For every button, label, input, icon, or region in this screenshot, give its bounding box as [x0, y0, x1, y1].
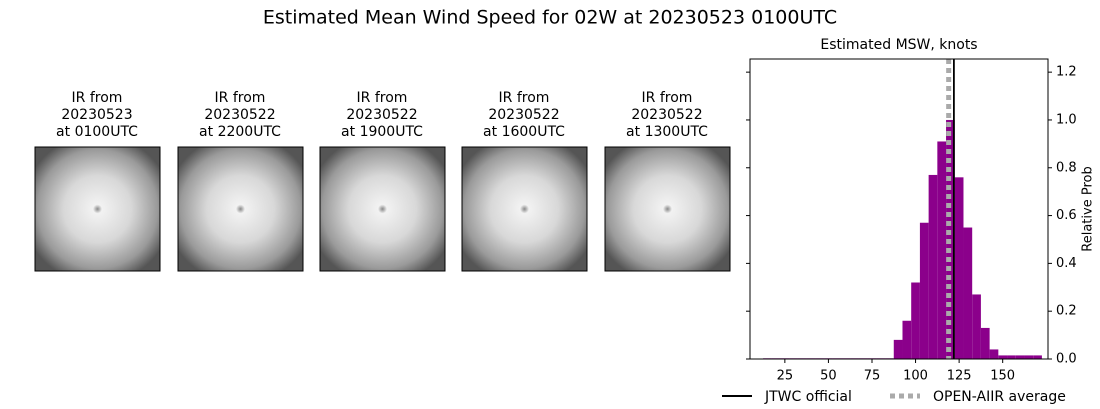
panel-title: at 1300UTC	[626, 124, 708, 140]
bar	[1024, 355, 1034, 359]
panel-title: at 1900UTC	[341, 124, 423, 140]
legend-label: OPEN-AIIR average	[933, 389, 1066, 405]
y-tick-label: 0.4	[1056, 256, 1077, 271]
y-tick-label: 0.8	[1056, 160, 1077, 175]
panel-title: IR from	[357, 90, 408, 106]
bar	[1033, 355, 1042, 359]
figure-title: Estimated Mean Wind Speed for 02W at 202…	[263, 7, 837, 29]
axes-title: Estimated MSW, knots	[820, 37, 977, 53]
x-tick-label: 150	[990, 369, 1015, 384]
panel-title: 20230523	[61, 107, 132, 123]
bar	[937, 141, 947, 359]
bar	[1007, 355, 1016, 359]
panel-title: at 1600UTC	[483, 124, 565, 140]
y-tick-label: 0.0	[1056, 352, 1077, 367]
bar	[989, 349, 999, 359]
y-tick-label: 0.6	[1056, 208, 1077, 223]
y-tick-label: 1.2	[1056, 65, 1077, 80]
x-tick-label: 100	[903, 369, 928, 384]
panel-title: IR from	[72, 90, 123, 106]
bar	[954, 177, 964, 359]
panel-title: 20230522	[631, 107, 702, 123]
bar	[928, 174, 938, 359]
panel-title: IR from	[642, 90, 693, 106]
bar	[902, 320, 912, 359]
panel-title: 20230522	[346, 107, 417, 123]
bar	[911, 282, 920, 359]
panel-title: at 0100UTC	[56, 124, 138, 140]
bar	[972, 294, 981, 359]
legend-label: JTWC official	[764, 389, 852, 405]
bar	[1015, 355, 1025, 359]
x-tick-label: 25	[777, 369, 794, 384]
y-tick-label: 1.0	[1056, 112, 1077, 127]
ir-image	[604, 146, 731, 272]
panel-title: at 2200UTC	[199, 124, 281, 140]
bar	[919, 222, 929, 359]
x-tick-label: 125	[947, 369, 972, 384]
x-tick-label: 50	[820, 369, 837, 384]
panel-title: 20230522	[204, 107, 275, 123]
y-axis-label: Relative Prob	[1081, 166, 1096, 251]
ir-image	[319, 146, 446, 272]
axes-frame	[749, 58, 1049, 360]
bar	[980, 327, 990, 359]
panel-title: 20230522	[488, 107, 559, 123]
ir-image	[34, 146, 161, 272]
y-tick-label: 0.2	[1056, 304, 1077, 319]
ir-image	[177, 146, 304, 272]
ir-image	[461, 146, 588, 272]
bar	[998, 355, 1008, 359]
panel-title: IR from	[215, 90, 266, 106]
panel-title: IR from	[499, 90, 550, 106]
x-tick-label: 75	[864, 369, 881, 384]
bar	[893, 339, 903, 359]
bar	[963, 227, 973, 359]
